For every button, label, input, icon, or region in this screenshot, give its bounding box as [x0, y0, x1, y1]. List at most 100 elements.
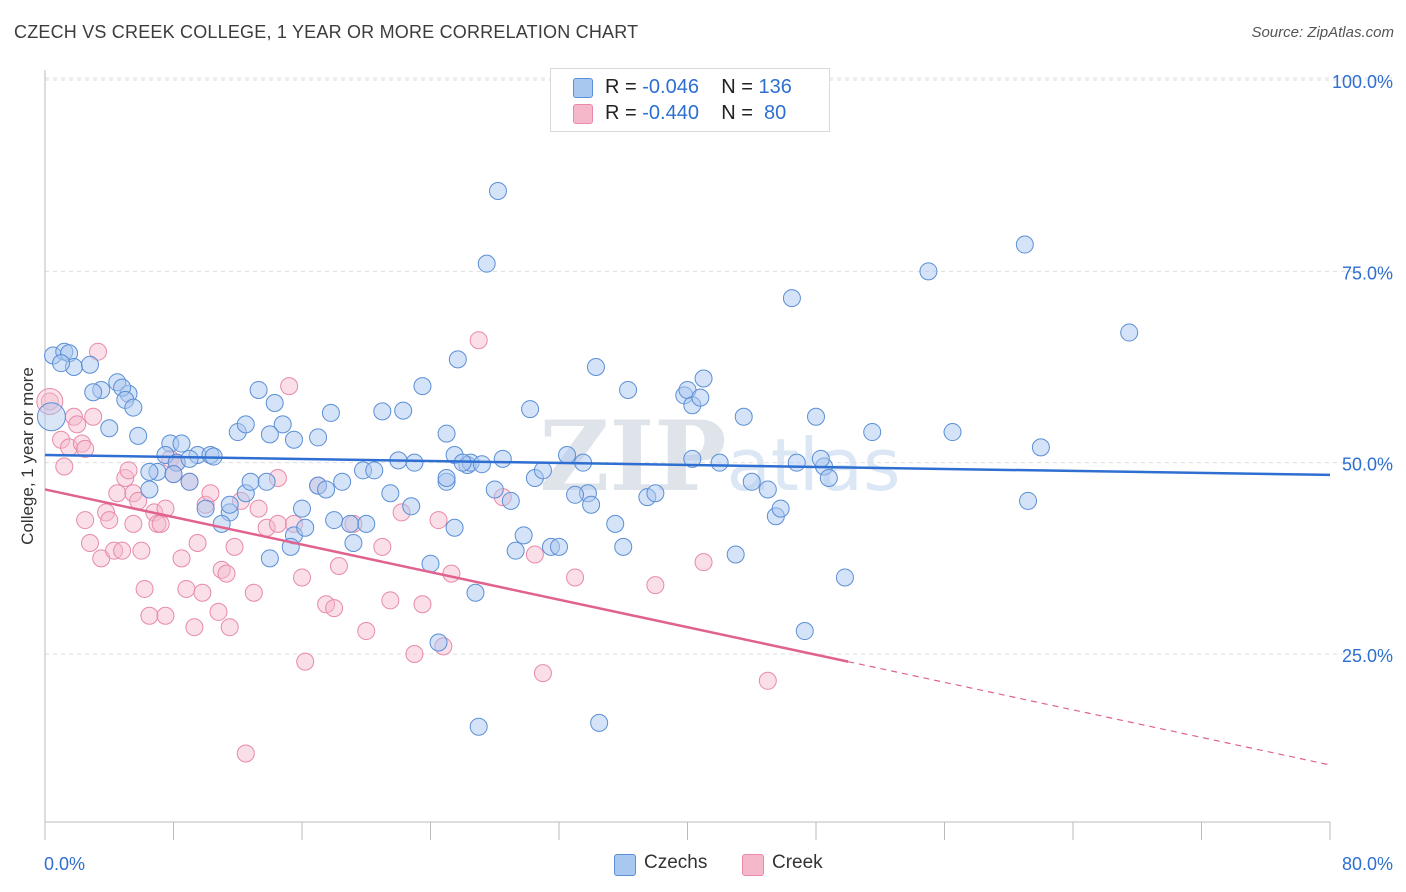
czechs-point [257, 472, 276, 491]
grid-lines [45, 77, 1392, 655]
czechs-point [514, 526, 533, 545]
czechs-point [180, 472, 199, 491]
legend-r-label: R = [605, 102, 643, 124]
czechs-point [284, 430, 303, 449]
czechs-point [533, 461, 552, 480]
creek-point [185, 618, 204, 637]
czechs-point [429, 633, 448, 652]
trend-lines [44, 453, 1331, 766]
creek-point [325, 599, 344, 618]
czechs-point [782, 289, 801, 308]
czechs-point [52, 354, 71, 373]
czechs-point [381, 484, 400, 503]
czechs-point [84, 383, 103, 402]
creek-point [140, 606, 159, 625]
creek-point [108, 484, 127, 503]
czechs-point [164, 465, 183, 484]
czechs-point [807, 407, 825, 426]
creek-point [40, 392, 59, 411]
czechs-point [586, 358, 605, 376]
creek-point [76, 511, 95, 530]
axes: College, 1 year or more [18, 70, 1331, 840]
czechs-point [811, 449, 830, 468]
czechs-point [405, 453, 424, 472]
legend-swatch-czechs [573, 78, 593, 98]
creek-point [280, 377, 299, 396]
chart-title: CZECH VS CREEK COLLEGE, 1 YEAR OR MORE C… [14, 22, 639, 42]
czechs-point [550, 537, 568, 556]
creek-trend-line [44, 488, 849, 663]
czechs-point [402, 497, 421, 516]
y-tick-label: 75.0% [1342, 263, 1393, 283]
legend-label-creek: Creek [772, 852, 823, 873]
czechs-point [614, 537, 633, 556]
czechs-point [521, 400, 540, 419]
creek-point [329, 556, 348, 575]
creek-point [296, 652, 315, 671]
czechs-point [437, 424, 456, 443]
creek-point [89, 342, 108, 361]
creek-point [55, 457, 74, 476]
czechs-point [448, 350, 467, 369]
czechs-point [795, 622, 814, 641]
czechs-point [124, 398, 143, 417]
czechs-point [742, 472, 761, 491]
czechs-point [691, 388, 710, 407]
y-tick-label: 50.0% [1342, 455, 1393, 475]
legend-n-label: N = [721, 76, 759, 98]
czechs-point [771, 499, 790, 518]
czechs-point [758, 480, 777, 499]
legend-r-label: R = [605, 76, 643, 98]
czechs-point [249, 380, 268, 399]
legend-row-czechs: R = -0.046 N = 136 [573, 76, 792, 98]
czechs-point [466, 583, 485, 602]
czechs-point [558, 446, 577, 465]
czechs-point [394, 401, 413, 420]
czechs-point [726, 545, 745, 564]
czechs-point [273, 415, 292, 434]
source-label: Source: ZipAtlas.com [1251, 24, 1394, 41]
creek-point [268, 514, 287, 533]
legend-n-value: 136 [758, 76, 792, 98]
czechs-point [1015, 235, 1034, 254]
czechs-point [413, 377, 432, 396]
czechs-point [365, 461, 384, 480]
czechs-point [241, 472, 260, 491]
czechs-point [321, 403, 340, 422]
creek-point [405, 645, 424, 663]
czechs-point [488, 181, 507, 200]
czechs-point [344, 534, 363, 553]
czechs-point [80, 355, 99, 374]
czechs-point [646, 484, 665, 503]
czechs-point [819, 468, 838, 487]
creek-point [156, 499, 175, 518]
czechs-point [296, 518, 315, 537]
czechs-point [445, 518, 464, 537]
czechs-point [172, 434, 191, 453]
creek-point [188, 534, 207, 553]
legend-n-label: N = [721, 102, 759, 124]
czechs-point [180, 449, 199, 468]
czechs-point [710, 453, 729, 472]
czechs-point [196, 499, 215, 518]
creek-point [124, 514, 143, 533]
creek-point [357, 622, 376, 641]
creek-point [201, 484, 220, 503]
czechs-point [683, 449, 702, 468]
creek-point [132, 541, 151, 560]
y-tick-label: 100.0% [1332, 72, 1393, 92]
czechs-point [129, 426, 148, 445]
czechs-point [373, 402, 392, 421]
czechs-point [919, 262, 938, 281]
creek-point [758, 671, 777, 690]
creek-point [566, 568, 585, 587]
czechs-point [1120, 323, 1139, 342]
czechs-point [619, 380, 638, 399]
creek-point [525, 545, 544, 564]
legend-swatch-creek [573, 104, 593, 124]
creek-trend-extension [847, 661, 1331, 766]
czechs-point [787, 453, 806, 472]
czechs-point [734, 407, 753, 426]
czechs-point [582, 495, 601, 514]
